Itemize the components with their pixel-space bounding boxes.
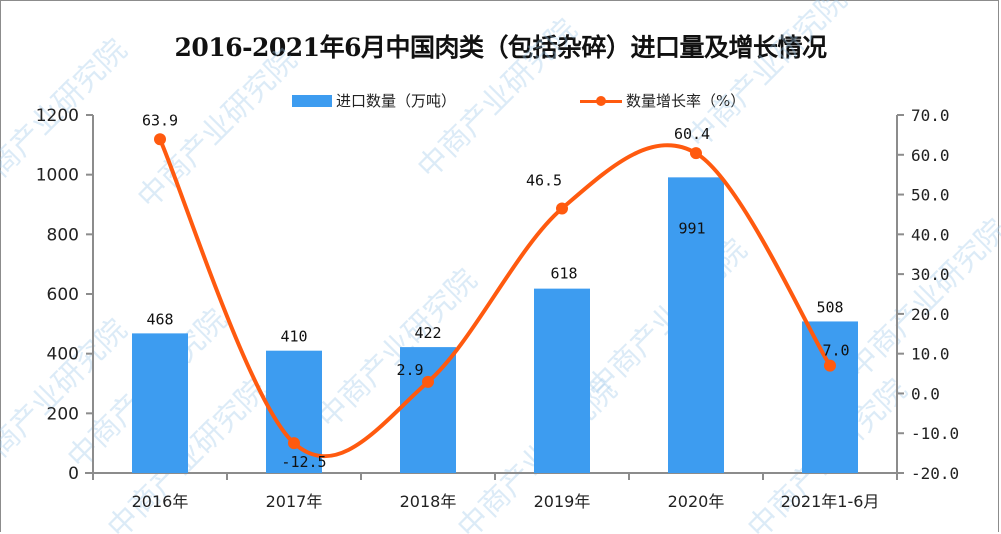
rate-value-label: 2.9: [396, 361, 423, 379]
left-axis-tick-label: 400: [47, 345, 79, 365]
bar[interactable]: [668, 177, 724, 473]
rate-value-label: -12.5: [281, 453, 326, 471]
bar-series: [132, 177, 858, 473]
right-axis-tick-label: -20.0: [911, 464, 959, 483]
category-label: 2016年: [132, 492, 189, 511]
bar-value-label: 508: [816, 298, 843, 316]
growth-rate-line: [158, 137, 832, 459]
watermark-text: 中商产业研究院: [581, 232, 754, 405]
legend-bar-label: 进口数量（万吨）: [336, 92, 457, 110]
right-axis-tick-label: 10.0: [911, 345, 950, 364]
bar-value-label: 410: [280, 328, 307, 346]
rate-value-label: 46.5: [526, 171, 562, 189]
line-point[interactable]: [690, 147, 702, 160]
line-point[interactable]: [154, 133, 166, 146]
rate-value-label: 7.0: [822, 342, 849, 360]
left-axis-tick-label: 200: [47, 404, 79, 424]
left-axis-tick-label: 600: [47, 285, 79, 305]
line-series: [154, 133, 836, 459]
bar[interactable]: [534, 288, 590, 473]
right-axis-tick-label: 20.0: [911, 305, 950, 324]
right-axis-tick-label: 40.0: [911, 225, 950, 244]
legend: 进口数量（万吨） 数量增长率（%）: [0, 90, 1001, 112]
legend-item-bar[interactable]: 进口数量（万吨）: [292, 90, 456, 111]
line-point[interactable]: [288, 437, 300, 450]
bar-value-label: 422: [414, 324, 441, 342]
bar[interactable]: [400, 347, 456, 473]
left-axis-tick-label: 1000: [36, 166, 79, 186]
bar-swatch-icon: [292, 94, 332, 107]
line-point[interactable]: [824, 359, 836, 372]
category-label: 2018年: [400, 492, 457, 511]
bar-value-label: 468: [146, 310, 173, 328]
category-label: 2021年1-6月: [781, 492, 880, 511]
right-axis-tick-label: -10.0: [911, 424, 959, 443]
chart-title: 2016-2021年6月中国肉类（包括杂碎）进口量及增长情况: [174, 33, 827, 62]
left-axis-tick-label: 0: [68, 464, 79, 484]
category-label: 2020年: [668, 492, 725, 511]
right-axis-tick-label: 60.0: [911, 146, 950, 165]
bar-value-label: 618: [550, 265, 577, 283]
category-label: 2017年: [266, 492, 323, 511]
right-axis-tick-label: 50.0: [911, 186, 950, 205]
bar[interactable]: [132, 333, 188, 473]
left-axis-tick-label: 1200: [36, 106, 79, 126]
line-point[interactable]: [556, 202, 568, 215]
bar[interactable]: [802, 321, 858, 473]
rate-value-label: 63.9: [142, 111, 178, 129]
line-swatch-icon: [580, 94, 622, 108]
axes: 0 200 400 600 800 1000 1200 -20.0 -10.0 0.0 10.0 20…: [36, 106, 959, 511]
category-label: 2019年: [534, 492, 591, 511]
legend-line-label: 数量增长率（%）: [626, 92, 746, 110]
left-axis-tick-label: 800: [47, 225, 79, 245]
watermark-text: 中商产业研究院: [411, 12, 584, 185]
right-axis-tick-label: 0.0: [911, 384, 940, 403]
right-axis-tick-label: 30.0: [911, 265, 950, 284]
data-labels: 468 410 422 618 991 508 63.9 -12.5 2.9 46.5 60.4 7.…: [142, 111, 850, 471]
bar-value-label: 991: [678, 219, 705, 237]
rate-value-label: 60.4: [674, 125, 710, 143]
right-axis-tick-label: 70.0: [911, 106, 950, 125]
legend-item-line[interactable]: 数量增长率（%）: [580, 90, 745, 111]
line-point[interactable]: [422, 375, 434, 388]
